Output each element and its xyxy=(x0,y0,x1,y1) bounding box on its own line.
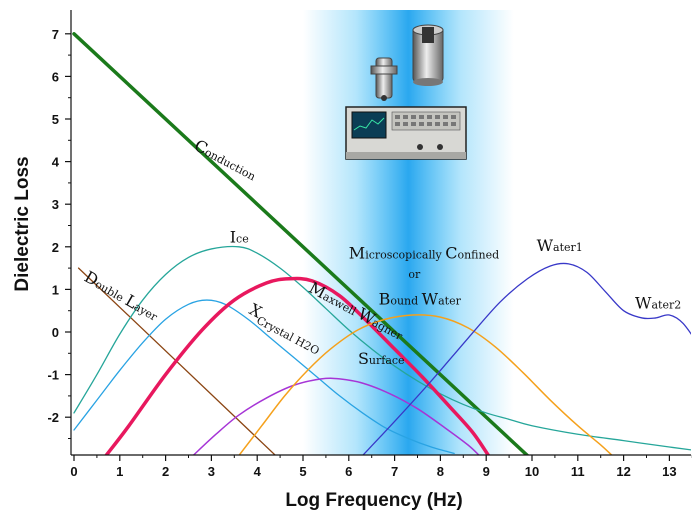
y-tick-label: 1 xyxy=(52,282,59,297)
x-tick-label: 7 xyxy=(391,464,398,479)
x-tick-label: 8 xyxy=(437,464,444,479)
instrument-illustration xyxy=(345,24,467,160)
x-tick-label: 12 xyxy=(616,464,630,479)
label-or: or xyxy=(408,268,421,281)
y-tick-label: 0 xyxy=(52,325,59,340)
x-tick-label: 6 xyxy=(345,464,352,479)
y-tick-label: 4 xyxy=(52,155,60,170)
label-double-layer: Double Layer xyxy=(81,267,162,325)
x-tick-label: 0 xyxy=(70,464,77,479)
curve-surface xyxy=(192,377,480,455)
curve-ice xyxy=(73,245,691,451)
x-tick-label: 3 xyxy=(208,464,215,479)
network-analyzer-icon xyxy=(345,106,467,160)
y-tick-label: -1 xyxy=(47,368,59,383)
curve-maxwell-wagner xyxy=(104,276,491,455)
y-tick-label: 2 xyxy=(52,240,59,255)
label-water1: Water1 xyxy=(537,236,583,255)
x-axis-label: Log Frequency (Hz) xyxy=(285,490,462,511)
x-tick-label: 10 xyxy=(525,464,539,479)
label-ice: Ice xyxy=(230,228,249,247)
y-tick-label: 3 xyxy=(52,197,59,212)
coaxial-probe-icon xyxy=(370,57,398,101)
y-tick-label: 5 xyxy=(52,112,59,127)
x-tick-label: 5 xyxy=(299,464,306,479)
label-surface: Surface xyxy=(358,349,405,368)
x-tick-label: 11 xyxy=(571,464,585,479)
label-bound-water: Bound Water xyxy=(379,289,462,308)
y-tick-label: -2 xyxy=(47,410,59,425)
curve-double-layer xyxy=(77,267,276,455)
axes xyxy=(70,10,691,456)
x-tick-label: 9 xyxy=(483,464,490,479)
y-axis-label: Dielectric Loss xyxy=(12,156,33,291)
sample-holder-icon xyxy=(412,24,444,86)
label-water2: Water2 xyxy=(635,294,681,313)
x-tick-label: 2 xyxy=(162,464,169,479)
highlight-band xyxy=(303,10,514,455)
curve-conduction xyxy=(72,32,530,455)
x-tick-label: 4 xyxy=(254,464,262,479)
curve-water xyxy=(362,262,691,455)
curve-bound-water xyxy=(238,314,613,455)
x-tick-label: 13 xyxy=(662,464,676,479)
x-tick-label: 1 xyxy=(116,464,123,479)
label-microscopically: Microscopically Confined xyxy=(349,244,499,263)
y-tick-label: 7 xyxy=(52,27,59,42)
y-tick-label: 6 xyxy=(52,69,59,84)
